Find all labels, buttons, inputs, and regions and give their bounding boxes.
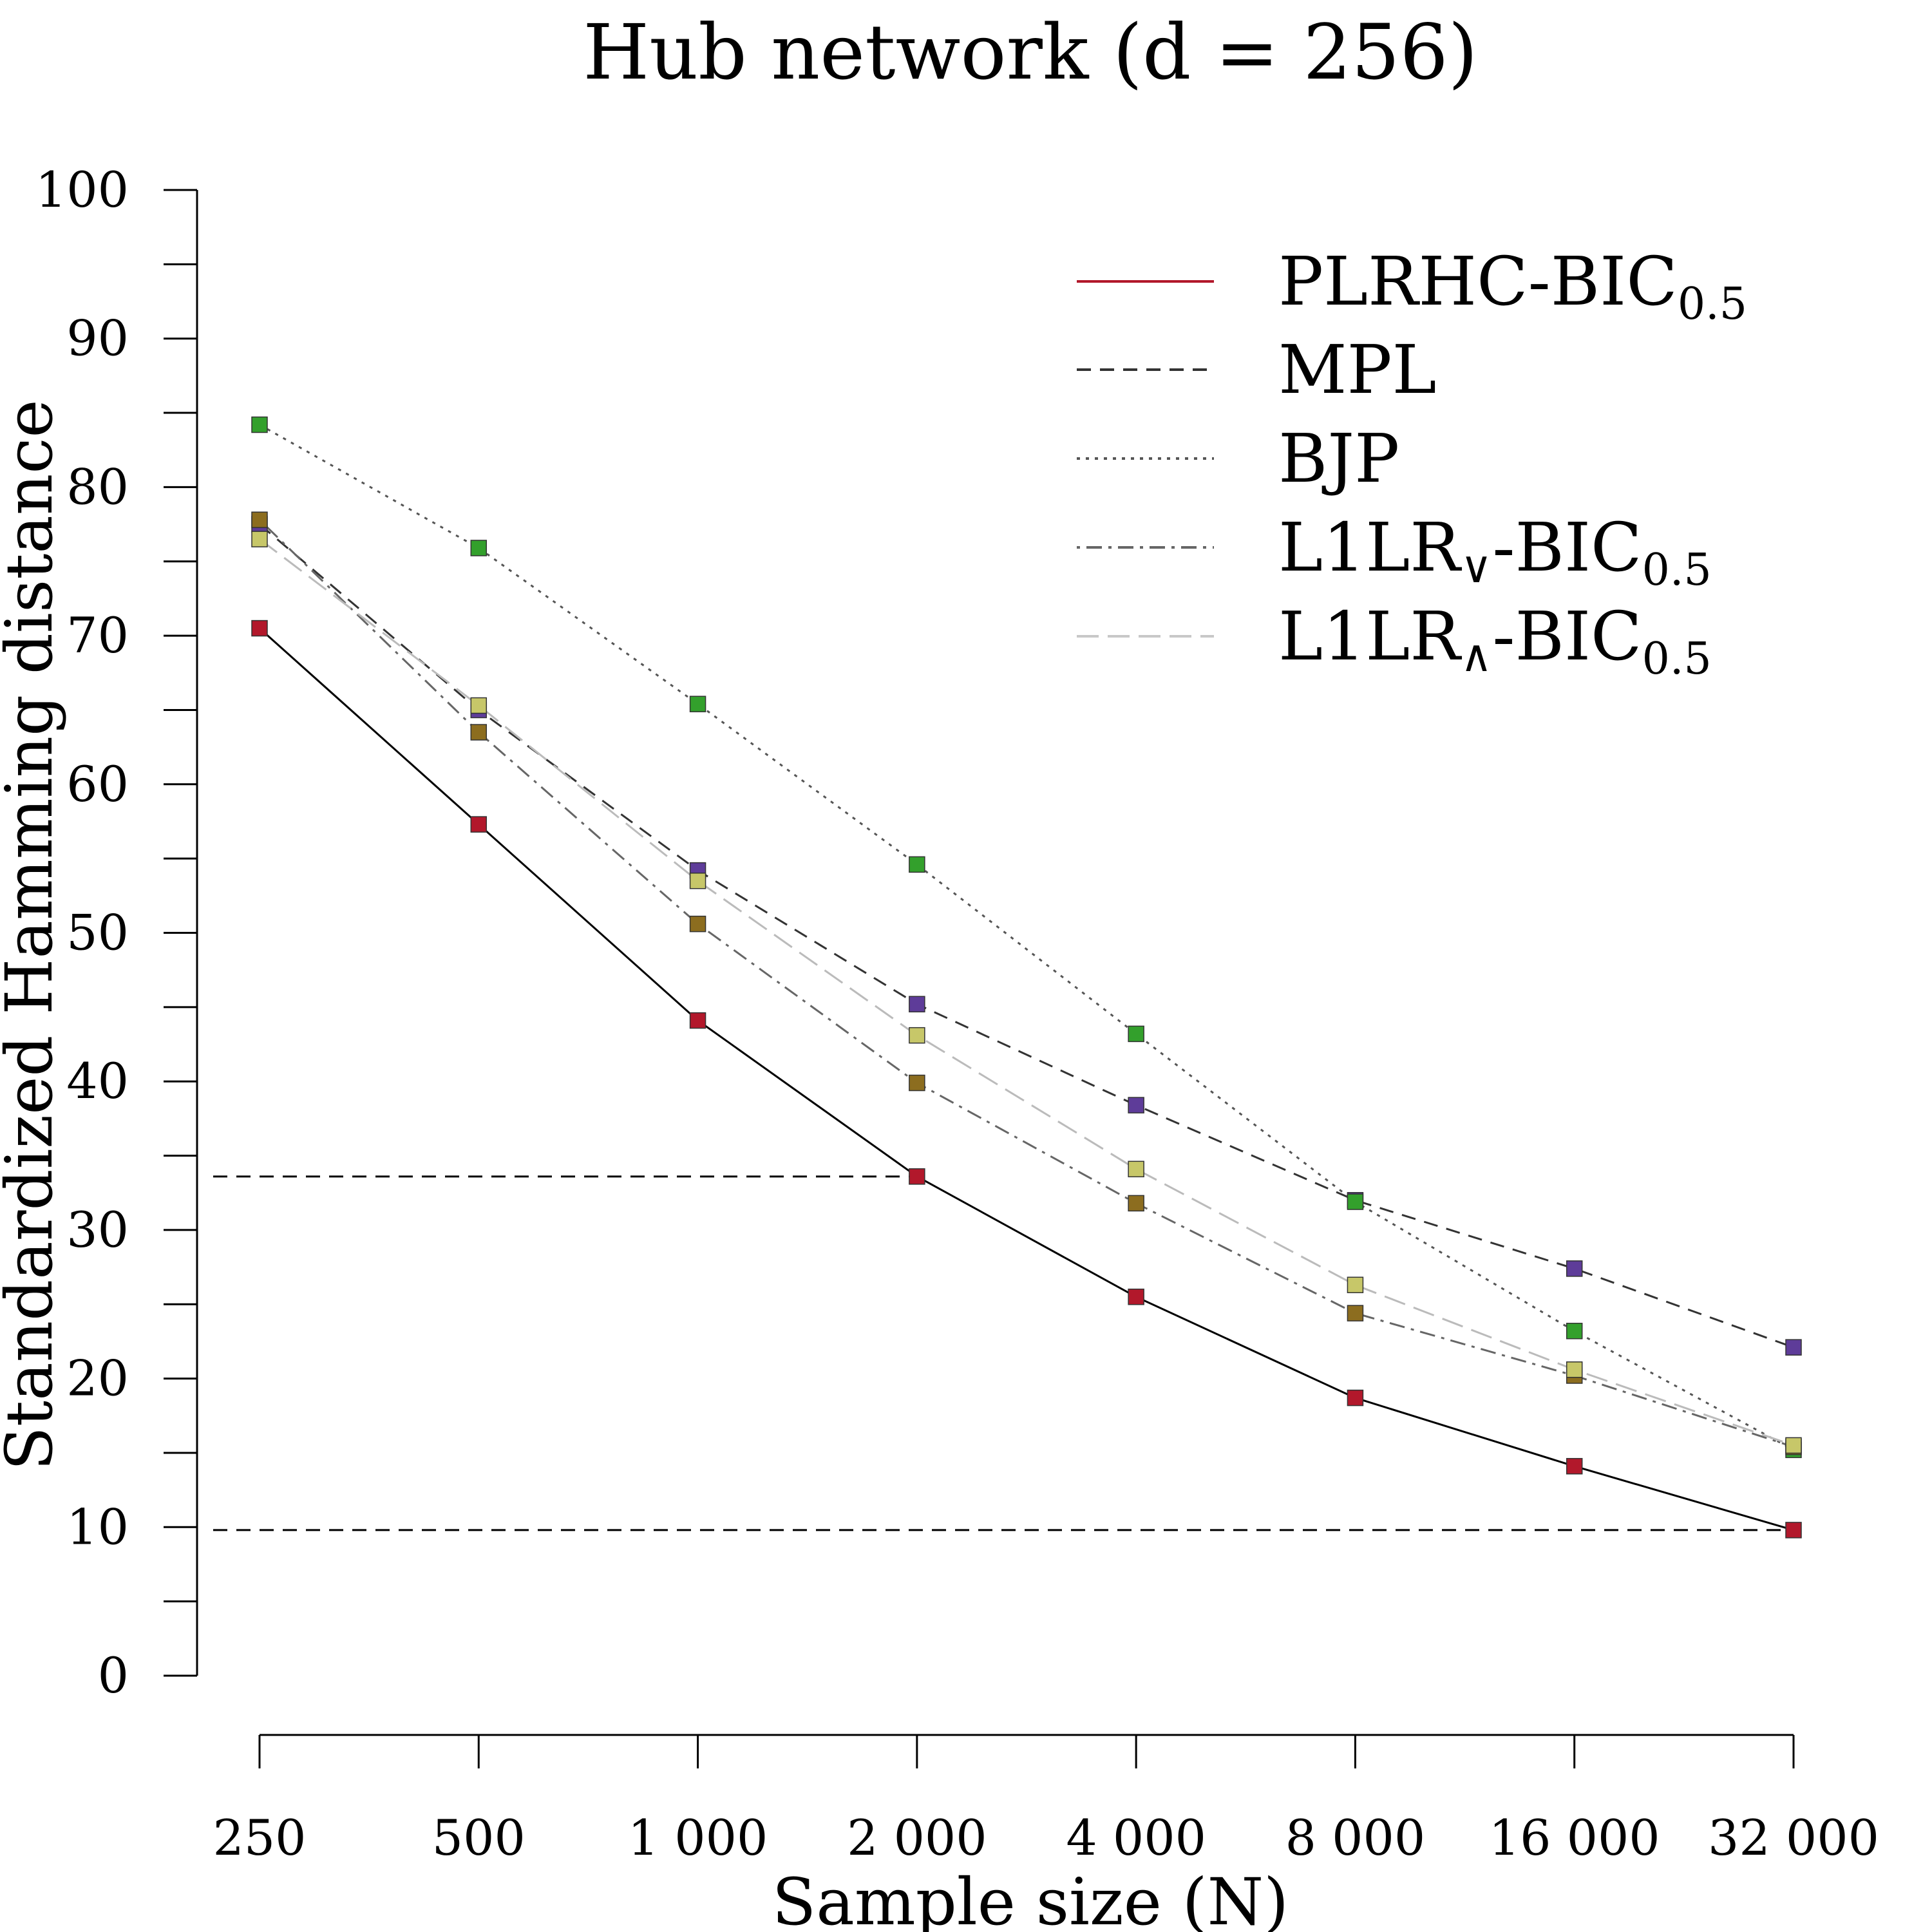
legend: PLRHC-BIC0.5MPLBJPL1LR∨-BIC0.5L1LR∧-BIC0… <box>1077 242 1747 685</box>
y-tick-label: 60 <box>66 755 129 813</box>
y-tick-label: 100 <box>35 161 129 218</box>
series-line-0 <box>258 627 1794 1531</box>
y-tick-label: 80 <box>66 458 129 515</box>
y-tick-label: 0 <box>98 1647 129 1704</box>
y-tick-label: 10 <box>66 1498 129 1555</box>
chart-title: Hub network (d = 256) <box>583 8 1477 97</box>
series-3-point <box>689 915 706 933</box>
series-0-point <box>1785 1522 1802 1539</box>
y-tick-label: 70 <box>66 607 129 664</box>
y-axis: 0 10 20 30 40 50 60 70 80 90 100 <box>35 161 198 1704</box>
legend-name: MPL <box>1278 330 1437 409</box>
x-axis-label: Sample size (N) <box>772 1864 1289 1932</box>
series-4-point <box>909 1027 925 1044</box>
x-tick-label: 32 000 <box>1708 1809 1879 1866</box>
series-0-point <box>1566 1457 1583 1475</box>
series-4-point <box>1347 1276 1364 1294</box>
series-3-point <box>251 511 268 528</box>
legend-label-1: MPL <box>1278 330 1437 409</box>
y-tick-label: 50 <box>66 904 129 961</box>
series-4-point <box>470 697 488 714</box>
reference-lines <box>213 1175 1794 1531</box>
legend-name: L1LR <box>1278 597 1462 676</box>
series-2-point <box>1128 1025 1144 1043</box>
legend-label-4: L1LR∧-BIC0.5 <box>1278 597 1712 685</box>
legend-name-tail: -BIC <box>1492 597 1642 676</box>
x-tick-label: 250 <box>213 1809 306 1866</box>
legend-name: L1LR <box>1278 508 1462 587</box>
series-1-point <box>1566 1260 1583 1277</box>
x-tick-label: 1 000 <box>628 1809 768 1866</box>
x-axis: 250 500 1 000 2 000 4 000 8 000 16 000 32 000 <box>213 1734 1879 1866</box>
series-0-point <box>689 1012 706 1029</box>
series-line-2 <box>259 424 1794 1451</box>
series-4-point <box>1566 1361 1583 1378</box>
legend-label-0: PLRHC-BIC0.5 <box>1278 242 1747 330</box>
series-4-point <box>1128 1160 1144 1178</box>
series-3-point <box>1128 1195 1144 1212</box>
series-2-point <box>689 696 706 712</box>
legend-subscript: 0.5 <box>1678 279 1747 330</box>
series-0-point <box>1128 1288 1144 1305</box>
series-0-point <box>909 1168 925 1185</box>
series-0-point <box>1347 1389 1364 1406</box>
series-3-point <box>470 724 488 741</box>
legend-subscript: 0.5 <box>1642 634 1712 685</box>
series-1-point <box>909 996 925 1012</box>
legend-name-tail: -BIC <box>1492 508 1642 587</box>
series-4-point <box>1785 1437 1802 1454</box>
series-0-point <box>251 620 268 637</box>
series-0-point <box>470 816 488 833</box>
series-3-point <box>909 1074 925 1092</box>
legend-name: PLRHC-BIC <box>1278 242 1678 321</box>
series-4-point <box>689 873 706 889</box>
legend-operator: ∨ <box>1461 542 1493 593</box>
series-2-point <box>1347 1193 1364 1210</box>
x-tick-label: 4 000 <box>1066 1809 1206 1866</box>
y-tick-label: 90 <box>66 310 129 367</box>
series-line-4 <box>259 538 1794 1446</box>
series-lines <box>258 424 1794 1531</box>
legend-subscript: 0.5 <box>1642 545 1712 596</box>
series-1-point <box>1785 1339 1802 1356</box>
series-1-point <box>1128 1097 1144 1113</box>
series-2-point <box>470 540 488 556</box>
series-markers <box>251 416 1802 1539</box>
series-2-point <box>251 416 268 433</box>
x-tick-label: 500 <box>432 1809 526 1866</box>
series-3-point <box>1347 1305 1364 1321</box>
x-tick-label: 2 000 <box>847 1809 987 1866</box>
legend-operator: ∧ <box>1461 631 1493 682</box>
series-layer <box>251 416 1802 1539</box>
series-2-point <box>909 856 925 873</box>
series-4-point <box>251 531 268 547</box>
x-tick-label: 8 000 <box>1285 1809 1426 1866</box>
legend-label-2: BJP <box>1278 419 1399 498</box>
y-tick-label: 40 <box>66 1052 129 1110</box>
y-axis-label: Standardized Hamming distance <box>0 399 67 1470</box>
y-tick-label: 20 <box>66 1350 129 1407</box>
legend-name: BJP <box>1278 419 1399 498</box>
legend-label-3: L1LR∨-BIC0.5 <box>1278 508 1712 596</box>
series-line-1 <box>259 523 1794 1349</box>
x-tick-label: 16 000 <box>1489 1809 1660 1866</box>
series-2-point <box>1566 1323 1583 1340</box>
y-tick-label: 30 <box>66 1201 129 1258</box>
series-line-3 <box>258 519 1794 1448</box>
